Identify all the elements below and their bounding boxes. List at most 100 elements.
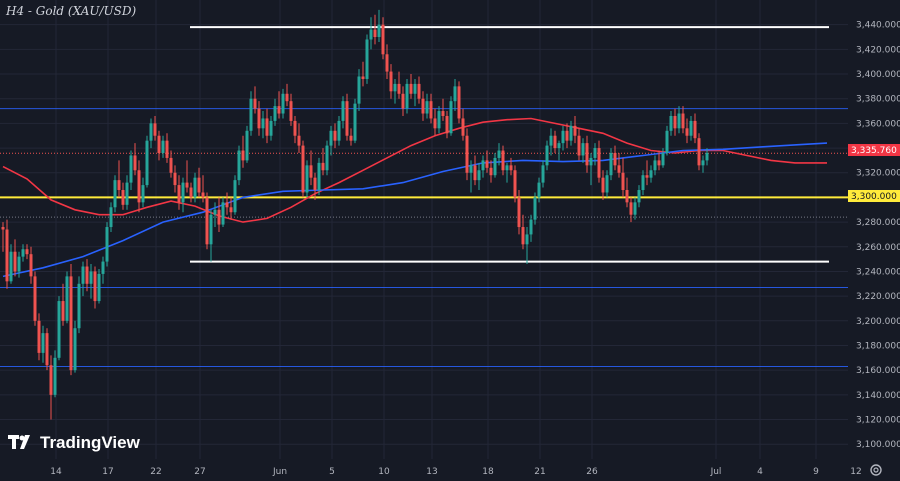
candle [541, 160, 545, 188]
candle [149, 118, 153, 149]
candle [445, 111, 449, 139]
candle [89, 264, 93, 299]
candle [701, 155, 705, 173]
y-tick-label: 3,200.000 [856, 317, 900, 327]
candle [529, 214, 533, 242]
candle [193, 172, 197, 203]
candle [285, 83, 289, 107]
candle [665, 125, 669, 156]
candle [345, 93, 349, 141]
candle [165, 133, 169, 163]
candle [105, 222, 109, 267]
candle [181, 177, 185, 213]
candle [217, 197, 221, 232]
y-tick-label: 3,120.000 [856, 416, 900, 426]
candles [1, 9, 709, 420]
candle [393, 78, 397, 104]
candle [325, 140, 329, 176]
candle [213, 202, 217, 228]
y-tick-label: 3,100.000 [856, 440, 900, 450]
candle [9, 244, 13, 284]
x-tick-label: 22 [150, 467, 161, 477]
candle [117, 160, 121, 198]
candle [681, 106, 685, 134]
price-tags: 3,300.000 3,335.760 [848, 144, 900, 202]
candle [365, 34, 369, 84]
candle [509, 157, 513, 176]
candle [549, 128, 553, 156]
tradingview-logo[interactable]: TradingView [8, 433, 140, 453]
candle [17, 251, 21, 278]
settings-gear-icon[interactable] [869, 463, 883, 477]
candle [409, 74, 413, 99]
x-tick-label: 4 [757, 467, 763, 477]
candle [605, 170, 609, 198]
candle [169, 150, 173, 178]
candle [697, 133, 701, 171]
candle [321, 148, 325, 176]
current-price-tag-text: 3,335.760 [851, 146, 897, 156]
candle [657, 150, 661, 171]
candle [93, 266, 97, 309]
candle [37, 313, 41, 361]
candle [461, 108, 465, 141]
candle [593, 143, 597, 166]
candle [453, 78, 457, 112]
candle [537, 177, 541, 203]
candle [581, 138, 585, 163]
tradingview-mark-icon [8, 435, 30, 449]
candle [261, 111, 265, 139]
candle [73, 320, 77, 373]
candle [481, 155, 485, 178]
candle [569, 120, 573, 146]
candle [85, 259, 89, 292]
candle [561, 125, 565, 151]
candle [353, 98, 357, 144]
candle [65, 271, 69, 324]
candle [41, 325, 45, 363]
candle [501, 145, 505, 176]
time-axis[interactable]: 14172227Jun51013182126Jul491217 [0, 459, 900, 481]
candle [237, 145, 241, 186]
x-tick-label: 27 [194, 467, 205, 477]
candle [81, 261, 85, 297]
candle [361, 61, 365, 87]
candle [161, 135, 165, 158]
candle [641, 170, 645, 195]
candle [233, 175, 237, 215]
candle [25, 244, 29, 260]
price-axis[interactable]: 3,100.000 3,120.000 3,140.000 3,160.000 3,18… [848, 0, 900, 481]
y-tick-label: 3,440.000 [856, 21, 900, 31]
candle [329, 125, 333, 156]
candle [437, 106, 441, 134]
candle [221, 197, 225, 228]
x-tick-label: 14 [50, 467, 62, 477]
candle [417, 76, 421, 104]
candle [585, 135, 589, 173]
x-tick-label: 18 [482, 467, 494, 477]
y-tick-label: 3,240.000 [856, 267, 900, 277]
chart-title: H4 - Gold (XAU/USD) [6, 4, 137, 18]
candle [577, 128, 581, 161]
candle [589, 153, 593, 186]
candle [629, 197, 633, 223]
y-tick-label: 3,400.000 [856, 70, 900, 80]
candle [573, 115, 577, 144]
x-tick-label: 5 [329, 467, 335, 477]
moving-averages [2, 117, 828, 278]
candle [689, 115, 693, 141]
candle [201, 175, 205, 203]
candle [357, 69, 361, 112]
candle [185, 160, 189, 193]
candle [141, 177, 145, 208]
candle [465, 128, 469, 181]
candle [637, 185, 641, 208]
candle [649, 165, 653, 183]
x-tick-label: 13 [426, 467, 437, 477]
candle [257, 101, 261, 136]
candle [29, 246, 33, 284]
candle [617, 153, 621, 178]
